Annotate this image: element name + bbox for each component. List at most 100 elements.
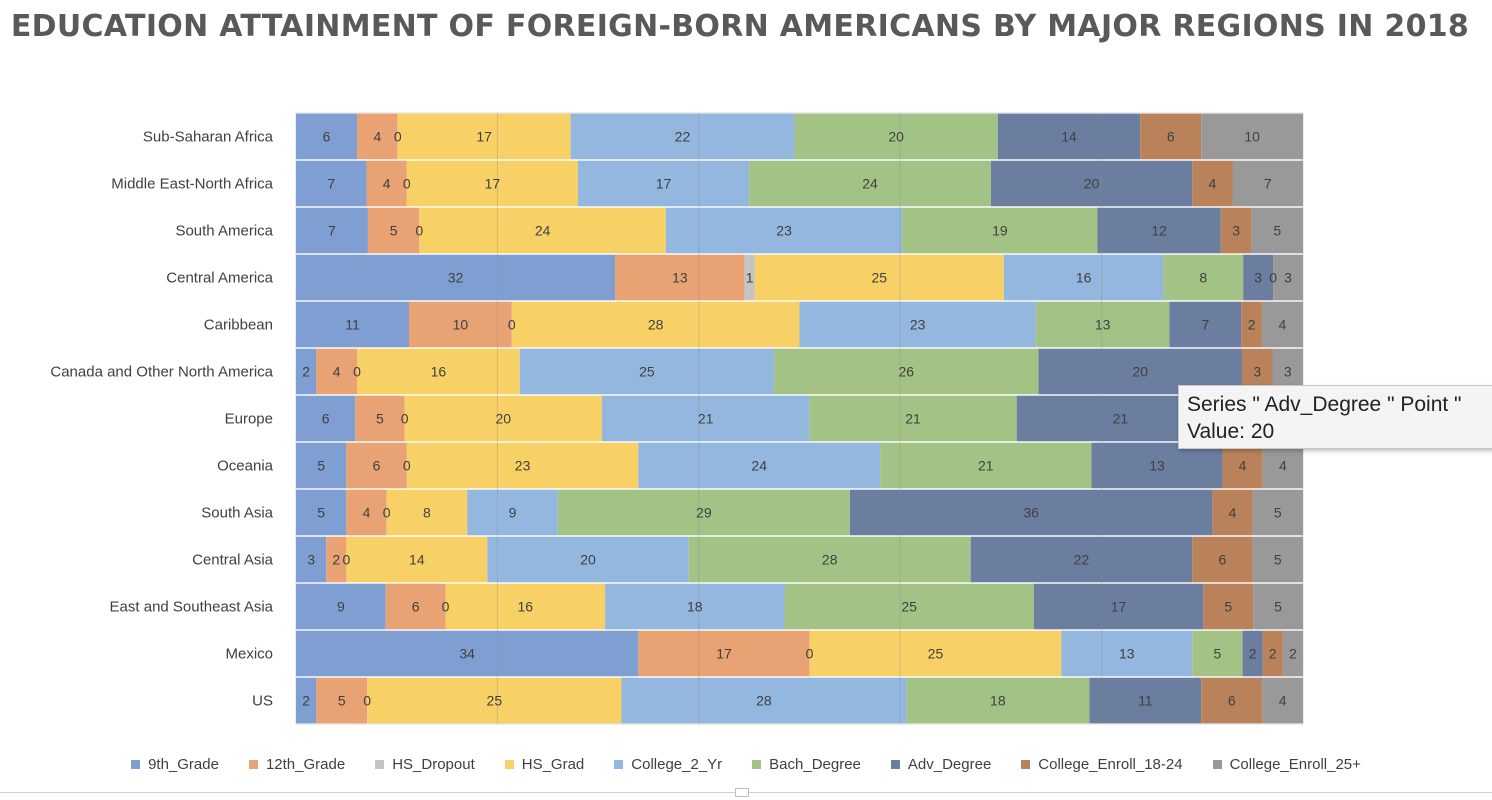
bar-segment[interactable] — [367, 677, 622, 724]
bar-segment[interactable] — [296, 207, 368, 254]
bar-segment[interactable] — [1003, 254, 1164, 301]
bar-segment[interactable] — [397, 113, 571, 160]
bar-segment[interactable] — [688, 536, 971, 583]
legend-item[interactable]: College_Enroll_18-24 — [1021, 756, 1183, 773]
bar-segment[interactable] — [357, 348, 520, 395]
bar-segment[interactable] — [1262, 677, 1303, 724]
bar-segment[interactable] — [799, 301, 1036, 348]
bar-segment[interactable] — [367, 207, 420, 254]
legend-item[interactable]: 12th_Grade — [248, 756, 345, 773]
bar-segment[interactable] — [316, 348, 358, 395]
bar-segment[interactable] — [557, 489, 850, 536]
bar-segment[interactable] — [749, 160, 991, 207]
resize-handle[interactable] — [735, 788, 749, 797]
bar-segment[interactable] — [296, 583, 386, 630]
bar-segment[interactable] — [1222, 442, 1263, 489]
bar-segment[interactable] — [296, 301, 410, 348]
bar-segment[interactable] — [296, 489, 347, 536]
bar-segment[interactable] — [1061, 630, 1193, 677]
bar-segment[interactable] — [296, 254, 616, 301]
bar-segment[interactable] — [970, 536, 1193, 583]
bar-segment[interactable] — [1192, 630, 1243, 677]
bar-segment[interactable] — [1163, 254, 1244, 301]
bar-segment[interactable] — [990, 160, 1193, 207]
bar-segment[interactable] — [355, 395, 405, 442]
bar-segment[interactable] — [1282, 630, 1303, 677]
bar-segment[interactable] — [1033, 583, 1204, 630]
bar-segment[interactable] — [1252, 536, 1303, 583]
bar-segment[interactable] — [997, 113, 1141, 160]
bar-segment[interactable] — [316, 677, 368, 724]
bar-segment[interactable] — [615, 254, 745, 301]
bar-segment[interactable] — [1220, 207, 1252, 254]
bar-segment[interactable] — [326, 536, 347, 583]
bar-segment[interactable] — [1089, 677, 1202, 724]
bar-segment[interactable] — [1243, 254, 1274, 301]
bar-segment[interactable] — [1203, 583, 1254, 630]
bar-segment[interactable] — [487, 536, 689, 583]
bar-segment[interactable] — [1192, 160, 1233, 207]
bar-segment[interactable] — [346, 489, 387, 536]
bar-segment[interactable] — [1097, 207, 1221, 254]
bar-segment[interactable] — [511, 301, 800, 348]
bar-segment[interactable] — [1201, 113, 1303, 160]
bar-segment[interactable] — [638, 442, 881, 489]
bar-segment[interactable] — [366, 160, 407, 207]
bar-segment[interactable] — [385, 583, 446, 630]
bar-segment[interactable] — [1169, 301, 1242, 348]
legend-item[interactable]: HS_Dropout — [375, 756, 475, 773]
bar-segment[interactable] — [1261, 301, 1303, 348]
bar-segment[interactable] — [621, 677, 907, 724]
legend-item[interactable]: Adv_Degree — [890, 756, 991, 773]
bar-segment[interactable] — [1262, 630, 1283, 677]
bar-segment[interactable] — [1242, 630, 1263, 677]
bar-segment[interactable] — [1253, 583, 1303, 630]
bar-segment[interactable] — [1212, 489, 1253, 536]
bar-segment[interactable] — [406, 160, 578, 207]
bar-segment[interactable] — [809, 395, 1017, 442]
legend-item[interactable]: HS_Grad — [504, 756, 584, 773]
bar-segment[interactable] — [1241, 301, 1262, 348]
legend-item[interactable]: 9th_Grade — [131, 756, 219, 773]
bar-segment[interactable] — [419, 207, 666, 254]
bar-segment[interactable] — [605, 583, 785, 630]
bar-segment[interactable] — [754, 254, 1004, 301]
bar-segment[interactable] — [409, 301, 512, 348]
bar-segment[interactable] — [1273, 254, 1303, 301]
bar-segment[interactable] — [906, 677, 1090, 724]
bar-segment[interactable] — [296, 442, 347, 489]
bar-segment[interactable] — [1091, 442, 1223, 489]
bar-segment[interactable] — [1251, 207, 1303, 254]
bar-segment[interactable] — [784, 583, 1034, 630]
bar-segment[interactable] — [744, 254, 755, 301]
bar-segment[interactable] — [638, 630, 810, 677]
bar-segment[interactable] — [774, 348, 1039, 395]
bar-segment[interactable] — [296, 348, 317, 395]
bar-segment[interactable] — [570, 113, 795, 160]
bar-segment[interactable] — [296, 536, 327, 583]
bar-segment[interactable] — [404, 395, 603, 442]
bar-segment[interactable] — [577, 160, 750, 207]
bar-segment[interactable] — [1140, 113, 1202, 160]
bar-segment[interactable] — [406, 442, 639, 489]
bar-segment[interactable] — [902, 207, 1098, 254]
bar-segment[interactable] — [1201, 677, 1263, 724]
bar-segment[interactable] — [794, 113, 998, 160]
legend-item[interactable]: College_2_Yr — [614, 756, 722, 773]
bar-segment[interactable] — [386, 489, 468, 536]
bar-segment[interactable] — [346, 536, 488, 583]
bar-segment[interactable] — [602, 395, 810, 442]
bars[interactable] — [296, 113, 1303, 724]
legend-item[interactable]: Bach_Degree — [752, 756, 861, 773]
bar-segment[interactable] — [1192, 536, 1253, 583]
bar-segment[interactable] — [357, 113, 398, 160]
bar-segment[interactable] — [296, 160, 367, 207]
bar-segment[interactable] — [1252, 489, 1303, 536]
bar-segment[interactable] — [445, 583, 606, 630]
bar-segment[interactable] — [1035, 301, 1170, 348]
bar-segment[interactable] — [296, 630, 639, 677]
bar-segment[interactable] — [1262, 442, 1303, 489]
bar-segment[interactable] — [665, 207, 903, 254]
bar-segment[interactable] — [467, 489, 558, 536]
